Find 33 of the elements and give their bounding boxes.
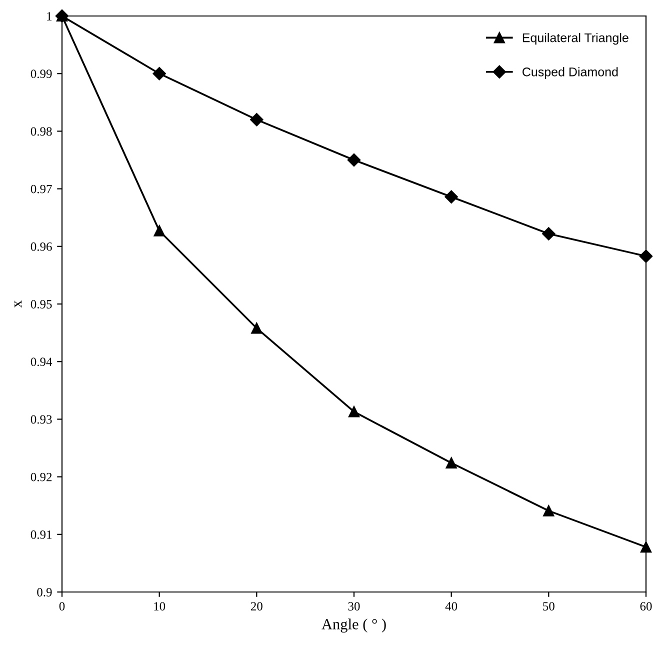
y-tick-label: 0.99	[30, 70, 52, 78]
y-tick-label: 0.92	[30, 472, 52, 482]
x-axis-title: Angle ( ° )	[322, 618, 386, 633]
y-tick-label: 0.97	[30, 184, 52, 194]
point	[251, 322, 262, 334]
x-tick-label: 50	[543, 602, 554, 611]
point	[542, 227, 556, 240]
x-tick-label: 0	[59, 602, 65, 611]
legend-label: Cusped Diamond	[522, 67, 618, 79]
point	[154, 225, 165, 236]
x-tick-label: 30	[348, 602, 360, 611]
y-tick-label: 0.91	[30, 530, 52, 539]
y-tick-label: 0.98	[30, 127, 52, 136]
point	[446, 457, 457, 469]
x-tick-label: 60	[640, 602, 652, 611]
y-tick-label: 1	[47, 12, 52, 20]
y-axis-title: x	[14, 300, 22, 308]
legend-label: Equilateral Triangle	[522, 33, 628, 45]
x-tick-label: 20	[250, 602, 262, 611]
point	[639, 250, 653, 263]
y-tick-label: 0.96	[30, 242, 52, 251]
point	[348, 406, 360, 418]
y-tick-label: 0.95	[30, 300, 52, 309]
y-tick-label: 0.93	[30, 415, 52, 424]
point	[347, 153, 361, 167]
y-tick-label: 0.94	[30, 358, 52, 366]
point	[152, 67, 166, 80]
x-tick-label: 40	[445, 602, 458, 611]
y-tick-label: 0.9	[37, 588, 52, 597]
point	[543, 505, 554, 516]
x-tick-label: 10	[154, 602, 166, 611]
point	[444, 190, 458, 204]
point	[250, 113, 264, 126]
